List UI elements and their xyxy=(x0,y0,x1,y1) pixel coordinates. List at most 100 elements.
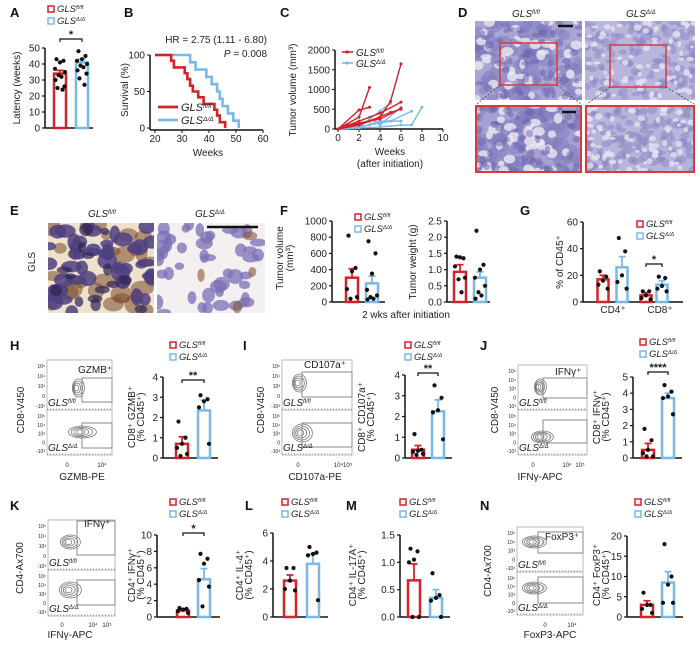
genotype-superscript: Δ/Δ xyxy=(537,604,548,610)
genotype-base: GLS xyxy=(291,497,311,508)
data-point xyxy=(656,274,661,279)
y-tick-label: 0 xyxy=(512,557,515,563)
data-point xyxy=(662,383,667,388)
data-point xyxy=(438,614,444,620)
panel-label-D: D xyxy=(458,5,467,20)
survival-chart: 0 50 100 20 30 40 50 60 Weeks Survival (%) HR = 2.… xyxy=(120,35,269,159)
genotype-base: GLS xyxy=(181,102,204,114)
data-point xyxy=(660,395,666,401)
data-point xyxy=(430,571,435,576)
panel-label-N: N xyxy=(480,498,489,513)
x-tick-label: 60 xyxy=(257,134,269,145)
y-tick-label: 10⁵ xyxy=(272,364,280,370)
gate xyxy=(542,419,588,444)
data-point xyxy=(284,565,289,571)
y-tick-label: 10³ xyxy=(509,432,517,438)
genotype-superscript: fl/fl xyxy=(668,338,676,344)
data-point xyxy=(310,551,316,557)
micrograph-dd-overview xyxy=(585,21,695,100)
panel-label-C: C xyxy=(280,5,290,20)
genotype-superscript: Δ/Δ xyxy=(667,350,677,356)
genotype-base: GLS xyxy=(179,352,199,363)
x-tick-label: 0 xyxy=(60,623,64,629)
growth-point xyxy=(399,106,403,110)
contour xyxy=(60,534,81,550)
y-tick-label: 0 xyxy=(139,124,145,135)
legend-swatch-dd xyxy=(399,510,407,518)
data-point xyxy=(643,293,649,298)
growth-line-dd xyxy=(337,120,401,130)
y-tick-label: 0 xyxy=(277,394,280,400)
data-point xyxy=(616,235,621,241)
genotype-base: GLS xyxy=(364,212,384,223)
genotype-base: GLS xyxy=(519,443,539,454)
genotype-base: GLS xyxy=(48,443,68,454)
data-point xyxy=(644,454,649,459)
y-tick-label: 10³ xyxy=(39,592,47,598)
data-point xyxy=(462,275,468,280)
y-axis-label: CD8-V450 xyxy=(256,386,267,433)
y-axis-label: CD8⁺ CD107a⁺ xyxy=(357,382,368,452)
y-tick-label: 0 xyxy=(34,124,40,135)
y-tick-label: 10⁴ xyxy=(507,584,515,590)
y-tick-label: 0 xyxy=(324,125,330,136)
genotype-superscript: Δ/Δ xyxy=(68,605,79,611)
zoom-connector xyxy=(586,86,611,105)
y-tick-label: 10⁴ xyxy=(37,374,45,380)
contour xyxy=(528,539,537,545)
genotype-base: GLS xyxy=(291,509,311,520)
growth-point xyxy=(347,123,350,127)
data-point xyxy=(83,53,88,59)
data-point xyxy=(457,255,463,260)
y-tick-label: 0.0 xyxy=(428,298,442,309)
growth-point xyxy=(410,109,413,113)
legend-swatch-dd xyxy=(354,225,362,233)
y-tick-label: -10³ xyxy=(507,404,516,410)
genotype-base: GLS xyxy=(644,509,664,520)
y-axis-label: (% CD45⁺) xyxy=(357,550,368,599)
genotype-base: GLS xyxy=(57,4,77,15)
y-tick-label: 1 xyxy=(152,433,158,444)
tumor-growth-chart: 0 500 1000 1500 2000 0 2 4 6 8 10 Weeks(after initi… xyxy=(288,44,449,170)
data-point xyxy=(615,279,620,285)
significance-bracket xyxy=(182,532,205,536)
legend-label-dd: GLSΔ/Δ xyxy=(364,224,392,235)
genotype-superscript: fl/fl xyxy=(428,498,436,504)
data-point xyxy=(177,605,182,611)
y-tick-label: 40 xyxy=(29,60,41,71)
y-tick-label: 1 xyxy=(394,433,400,444)
data-point xyxy=(374,293,380,298)
growth-point xyxy=(336,127,340,131)
y-axis-label: CD4⁺ FoxP3⁺ xyxy=(592,544,603,606)
data-point xyxy=(62,84,67,89)
x-axis-label: GZMB-PE xyxy=(59,472,105,483)
genotype-superscript: fl/fl xyxy=(539,399,547,405)
data-point xyxy=(353,265,358,271)
y-tick-label: 0 xyxy=(43,601,46,607)
data-point xyxy=(461,256,466,261)
y-tick-label: 0 xyxy=(616,613,622,624)
flow-frame xyxy=(47,519,116,571)
growth-point xyxy=(399,100,403,104)
genotype-superscript: fl/fl xyxy=(76,5,84,11)
y-axis-label: (% CD45⁺) xyxy=(136,392,147,441)
genotype-superscript: fl/fl xyxy=(383,213,391,219)
data-point xyxy=(57,60,63,65)
y-tick-label: -10³ xyxy=(271,404,280,410)
y-tick-label: 20 xyxy=(567,271,579,282)
hazard-ratio: HR = 2.75 (1.11 - 6.80) xyxy=(165,35,267,46)
bar-chart-G: 0 20 40 60% of CD45⁺ * CD4⁺ CD8⁺ xyxy=(555,218,683,316)
contour xyxy=(64,586,73,594)
contour xyxy=(291,373,307,393)
y-tick-label: 10⁵ xyxy=(38,524,46,530)
y-axis-label: (% CD45⁺) xyxy=(601,392,612,441)
data-point xyxy=(641,590,646,595)
significance-stars: * xyxy=(69,29,74,41)
contour xyxy=(294,379,301,387)
data-point xyxy=(642,426,647,431)
y-axis-label: (% CD45⁺) xyxy=(366,392,377,441)
gate-label: IFNγ⁺ xyxy=(555,367,581,378)
y-tick-label: 0.5 xyxy=(428,281,442,292)
sample-label-fl: GLSfl/fl xyxy=(519,398,547,409)
zoom-connector xyxy=(556,84,582,105)
